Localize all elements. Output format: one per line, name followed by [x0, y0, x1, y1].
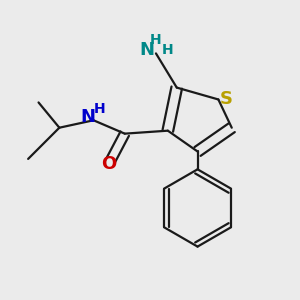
Text: N: N [81, 108, 96, 126]
Text: H: H [150, 33, 162, 47]
Text: H: H [94, 102, 105, 116]
Text: H: H [162, 44, 174, 57]
Text: S: S [220, 91, 233, 109]
Text: N: N [140, 41, 154, 59]
Text: O: O [101, 155, 116, 173]
